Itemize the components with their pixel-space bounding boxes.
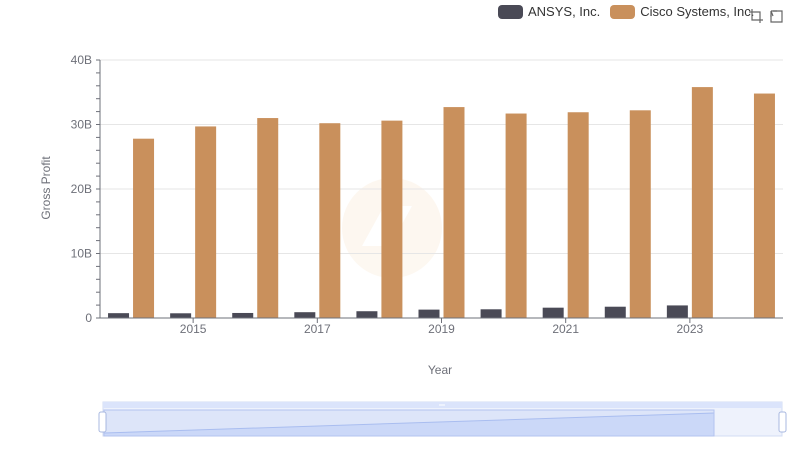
bar-ansys-2022[interactable]: [604, 306, 626, 318]
slider-preview-area: [104, 413, 714, 436]
y-tick-label: 20B: [71, 182, 92, 196]
legend-label-cisco: Cisco Systems, Inc.: [640, 4, 755, 19]
x-axis-title: Year: [428, 363, 452, 377]
bars: [108, 87, 775, 319]
bar-ansys-2016[interactable]: [232, 312, 254, 318]
x-tick-label: 2017: [304, 322, 331, 336]
slider-handle-left[interactable]: [98, 411, 107, 433]
legend-item-cisco[interactable]: Cisco Systems, Inc.: [610, 4, 754, 19]
legend-swatch-cisco: [610, 4, 636, 19]
bar-ansys-2020[interactable]: [480, 309, 502, 318]
slider-grip-icon[interactable]: [439, 404, 445, 406]
slider-preview-line: [103, 412, 715, 434]
data-zoom-slider[interactable]: [98, 401, 787, 437]
zoom-icon[interactable]: [746, 6, 766, 26]
bar-cisco-2016[interactable]: [257, 118, 279, 318]
x-tick-label: 2021: [552, 322, 579, 336]
y-tick-label: 30B: [71, 118, 92, 132]
y-tick-label: 0: [85, 311, 92, 325]
toolbox: [746, 6, 786, 26]
x-tick-label: 2019: [428, 322, 455, 336]
legend-item-ansys[interactable]: ANSYS, Inc.: [498, 4, 600, 19]
bar-cisco-2024[interactable]: [753, 93, 775, 318]
legend: ANSYS, Inc. Cisco Systems, Inc.: [498, 4, 764, 19]
bar-cisco-2015[interactable]: [195, 126, 217, 318]
bar-ansys-2014[interactable]: [108, 313, 130, 318]
restore-icon[interactable]: [766, 6, 786, 26]
bar-ansys-2023[interactable]: [666, 305, 688, 318]
bar-ansys-2017[interactable]: [294, 312, 316, 318]
y-axis: 0 10B 20B 30B 40B: [71, 53, 101, 325]
bar-cisco-2022[interactable]: [629, 110, 651, 318]
bar-cisco-2020[interactable]: [505, 113, 527, 318]
bar-cisco-2018[interactable]: [381, 120, 403, 318]
y-tick-label: 40B: [71, 53, 92, 67]
bar-ansys-2015[interactable]: [170, 313, 192, 318]
slider-selection[interactable]: [103, 409, 715, 437]
y-tick-label: 10B: [71, 247, 92, 261]
legend-swatch-ansys: [498, 4, 523, 19]
bar-cisco-2021[interactable]: [567, 112, 589, 319]
legend-label-ansys: ANSYS, Inc.: [528, 4, 601, 19]
x-tick-label: 2015: [180, 322, 207, 336]
y-axis-title: Gross Profit: [39, 156, 53, 220]
bar-cisco-2017[interactable]: [319, 123, 341, 319]
slider-handle-right[interactable]: [778, 411, 787, 433]
x-axis: 2015 2017 2019 2021 2023: [100, 317, 783, 336]
bar-ansys-2021[interactable]: [542, 307, 564, 318]
bar-ansys-2019[interactable]: [418, 309, 440, 318]
bar-cisco-2014[interactable]: [133, 138, 155, 318]
bar-cisco-2019[interactable]: [443, 107, 465, 319]
bar-cisco-2023[interactable]: [691, 87, 713, 318]
x-tick-label: 2023: [677, 322, 704, 336]
bar-ansys-2018[interactable]: [356, 311, 378, 318]
